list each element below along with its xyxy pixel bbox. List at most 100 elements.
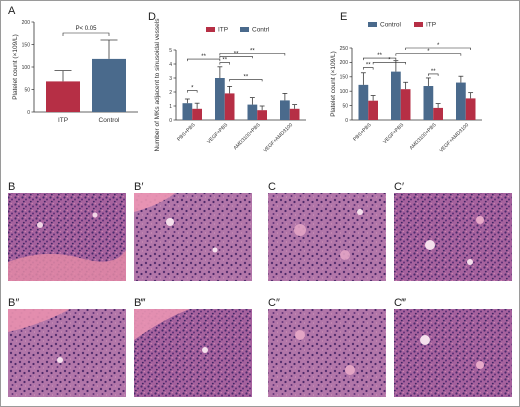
e-sig-label: * [437,43,440,49]
panel-label-b-double-prime: B″ [8,297,19,309]
d-sig-bracket [219,53,286,56]
e-ytick-label: 250 [340,46,349,52]
e-itp-bar [465,98,476,120]
e-legend-swatch-control [368,22,377,27]
a-ytick-label: 200 [22,20,31,26]
d-sig-label: ** [234,51,239,57]
a-sig-label: P< 0.05 [76,26,98,32]
d-itp-bar [289,108,300,120]
e-itp-bar [433,107,443,120]
panel-label-a: A [8,5,16,17]
d-y-axis-label: Number of MKs adjacent to sinusoidal ves… [154,18,161,152]
e-ytick-label: 0 [345,118,348,124]
d-ytick-label: 4 [169,62,172,68]
d-xtick-label: VEGF+PBS [206,122,229,145]
micrograph-b-prime [134,193,252,281]
d-xtick-label: PBS+PBS [176,122,197,143]
e-sig-label: ** [377,53,382,59]
d-itp-bar [257,110,267,120]
e-sig-bracket [405,47,471,50]
e-sig-bracket [363,67,374,70]
a-ytick-label: 50 [24,87,30,93]
d-contrl-bar [247,104,258,120]
micrograph-b-double-prime [8,309,126,397]
chart-a: 0 50 100 150 200 Platelet count (×109/L) ITP Co… [12,20,138,124]
a-xtick-label: Control [99,117,121,124]
d-ytick-label: 0 [169,118,172,124]
e-control-bar [423,86,434,120]
d-sig-label: ** [244,74,249,80]
d-sig-bracket [187,58,221,62]
d-ytick-label: 5 [169,48,172,54]
e-ytick-label: 150 [340,75,349,81]
a-ytick-label: 150 [22,42,31,48]
a-y-axis-label: Platelet count (×109/L) [12,34,19,100]
e-sig-label: * [388,57,391,63]
e-sig-bracket [363,57,397,61]
panel-label-b-triple-prime: B‴ [134,297,145,309]
e-control-bar [456,82,466,120]
d-ytick-label: 3 [169,76,172,82]
a-xtick-label: ITP [58,117,68,124]
a-ytick-label: 0 [27,110,30,116]
d-sig-label: ** [250,49,255,55]
e-sig-label: ** [431,69,436,75]
e-ytick-label: 200 [340,60,349,66]
panel-label-b-prime: B′ [134,181,143,193]
panel-label-c-prime: C′ [394,181,404,193]
chart-d: 0 1 2 3 4 5 Number of MKs adjacent to sinusoid… [154,18,306,154]
d-legend-label-contrl: Contrl [252,27,270,34]
d-sig-label: ** [222,58,227,64]
a-sig-bracket [62,32,110,36]
d-sig-bracket [219,62,230,65]
e-itp-bar [400,89,411,120]
d-xtick-label: AMD3100+PBS [233,122,263,152]
e-xtick-label: PBS+PBS [352,122,373,143]
d-contrl-bar [280,100,290,120]
panel-label-c-double-prime: C″ [268,297,280,309]
e-legend-label-control: Control [380,22,402,29]
d-itp-bar [224,93,235,120]
e-control-bar [391,71,401,120]
e-y-axis-label: Platelet count (×109/L) [330,51,337,117]
d-contrl-bar [182,103,193,120]
e-sig-label: * [427,49,430,55]
d-ytick-label: 2 [169,90,172,96]
d-legend-label-itp: ITP [218,27,228,34]
e-legend-label-itp: ITP [426,22,436,29]
e-sig-bracket [372,62,406,65]
d-sig-label: * [191,86,194,92]
d-contrl-bar [215,78,225,120]
e-xtick-label: VEGF+AMD3100 [438,122,470,154]
d-legend-swatch-contrl [240,27,249,32]
e-legend-swatch-itp [414,22,423,27]
panel-label-c-triple-prime: C‴ [394,297,406,309]
d-itp-bar [192,108,202,120]
d-sig-bracket [187,90,198,93]
e-sig-bracket [428,73,439,76]
e-sig-bracket [395,53,462,56]
e-xtick-label: VEGF+PBS [382,122,405,145]
e-control-bar [358,84,369,120]
panel-label-c: C [268,181,276,193]
d-sig-bracket [219,56,253,59]
e-sig-label: ** [366,63,371,69]
e-xtick-label: AMD3100+PBS [409,122,439,152]
d-legend-swatch-itp [206,27,215,32]
e-ytick-label: 100 [340,89,349,95]
micrograph-b [8,193,126,281]
micrograph-c [268,193,386,281]
micrograph-c-prime [394,193,512,281]
panel-label-d: D [148,11,156,23]
e-ytick-label: 50 [342,103,348,109]
panel-label-e: E [340,11,347,23]
micrograph-c-triple-prime [394,309,512,397]
panel-label-b: B [8,181,15,193]
d-sig-bracket [229,79,263,82]
a-itp-bar [46,81,80,112]
d-sig-label: ** [201,54,206,60]
a-ytick-label: 100 [22,65,31,71]
a-control-bar [92,58,126,112]
